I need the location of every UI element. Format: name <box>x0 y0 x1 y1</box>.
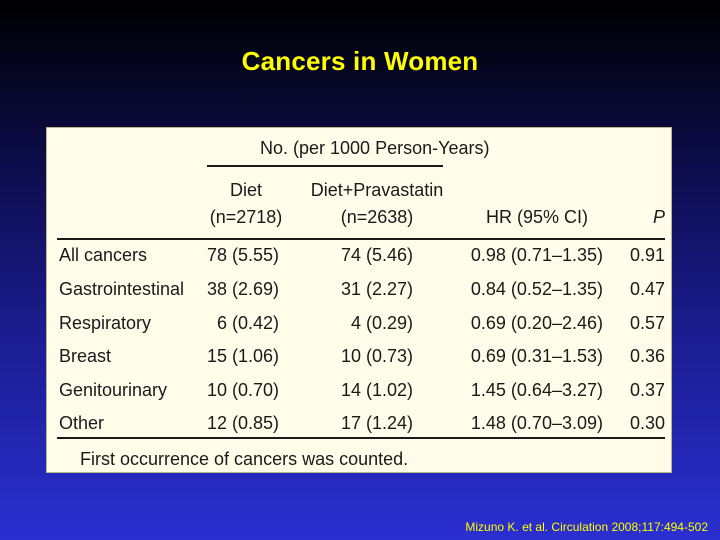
footer-rule <box>57 437 665 439</box>
row-label: Genitourinary <box>59 380 168 400</box>
group-header: No. (per 1000 Person-Years) <box>260 138 490 158</box>
hr-value: 0.84 (0.52–1.35) <box>470 279 603 299</box>
row-label: Breast <box>59 346 112 366</box>
header-rule <box>57 238 665 240</box>
pravastatin-value: 74 (5.46) <box>340 245 413 265</box>
diet-value: 10 (0.70) <box>206 380 279 400</box>
p-value: 0.36 <box>629 346 665 366</box>
pravastatin-header-line1: Diet+Pravastatin <box>310 180 444 200</box>
hr-value: 1.45 (0.64–3.27) <box>470 380 603 400</box>
results-table: No. (per 1000 Person-Years) Diet (n=2718… <box>46 127 672 473</box>
hr-value: 1.48 (0.70–3.09) <box>470 413 603 433</box>
hr-value: 0.69 (0.31–1.53) <box>470 346 603 366</box>
hr-header: HR (95% CI) <box>485 207 588 227</box>
diet-header-line2: (n=2718) <box>209 207 283 227</box>
diet-value: 38 (2.69) <box>206 279 279 299</box>
pravastatin-header-line2: (n=2638) <box>340 207 414 227</box>
citation: Mizuno K. et al. Circulation 2008;117:49… <box>465 520 708 534</box>
p-header: P <box>652 207 665 227</box>
p-value: 0.57 <box>629 313 665 333</box>
pravastatin-value: 10 (0.73) <box>340 346 413 366</box>
table-footnote: First occurrence of cancers was counted. <box>80 449 409 469</box>
diet-value: 78 (5.55) <box>206 245 279 265</box>
row-label: Respiratory <box>59 313 152 333</box>
row-label: Other <box>59 413 105 433</box>
p-value: 0.37 <box>629 380 665 400</box>
p-value: 0.47 <box>629 279 665 299</box>
hr-value: 0.98 (0.71–1.35) <box>470 245 603 265</box>
diet-value: 12 (0.85) <box>206 413 279 433</box>
slide-title: Cancers in Women <box>241 46 479 76</box>
row-label: Gastrointestinal <box>59 279 185 299</box>
pravastatin-value: 4 (0.29) <box>350 313 413 333</box>
diet-header-line1: Diet <box>229 180 262 200</box>
p-value: 0.91 <box>629 245 665 265</box>
p-value: 0.30 <box>629 413 665 433</box>
diet-value: 15 (1.06) <box>206 346 279 366</box>
hr-value: 0.69 (0.20–2.46) <box>470 313 603 333</box>
group-header-rule <box>207 165 443 167</box>
pravastatin-value: 14 (1.02) <box>340 380 413 400</box>
diet-value: 6 (0.42) <box>216 313 279 333</box>
pravastatin-value: 31 (2.27) <box>340 279 413 299</box>
pravastatin-value: 17 (1.24) <box>340 413 413 433</box>
row-label: All cancers <box>59 245 148 265</box>
